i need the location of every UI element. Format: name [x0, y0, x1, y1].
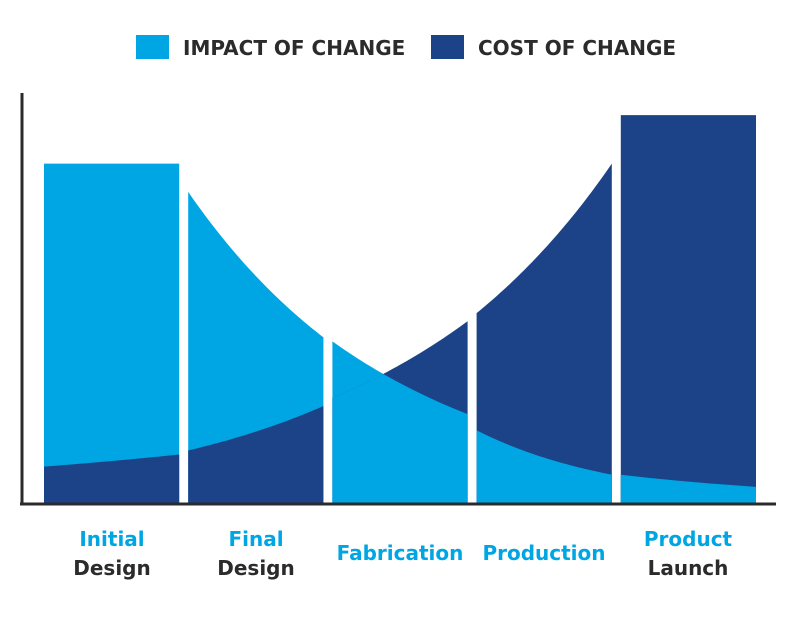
stage-group-4 [620, 115, 756, 503]
legend-swatch-cost [431, 35, 464, 59]
stage-label-final-line1: Final [228, 527, 283, 551]
cost-area-stage-0 [44, 454, 180, 503]
cost-area-stage-3 [476, 163, 612, 503]
stage-label-initial-line1: Initial [79, 527, 144, 551]
stage-label-launch-line2: Launch [648, 556, 729, 580]
stage-label-initial-line2: Design [73, 556, 150, 580]
impact-strip-stage-2 [332, 373, 468, 503]
legend: IMPACT OF CHANGE COST OF CHANGE [136, 35, 676, 60]
stage-group-1 [188, 191, 324, 504]
cost-area-stage-1 [188, 406, 324, 503]
stage-group-0 [44, 163, 180, 503]
stage-label-fabrication: Fabrication [337, 541, 464, 565]
stage-group-3 [476, 163, 612, 503]
x-axis-labels: Initial Design Final Design Fabrication … [73, 527, 732, 580]
stage-label-product-line1: Product [644, 527, 733, 551]
legend-swatch-impact [136, 35, 169, 59]
cost-area-stage-4 [620, 115, 756, 503]
stage-group-2 [332, 321, 468, 503]
stage-label-final-line2: Design [217, 556, 294, 580]
impact-area-stage-0 [44, 163, 180, 503]
stage-areas [44, 115, 756, 504]
stage-label-production: Production [482, 541, 605, 565]
impact-strip-stage-3 [476, 430, 612, 503]
legend-label-impact: IMPACT OF CHANGE [183, 36, 405, 60]
legend-label-cost: COST OF CHANGE [478, 36, 676, 60]
impact-strip-stage-4 [620, 474, 756, 503]
